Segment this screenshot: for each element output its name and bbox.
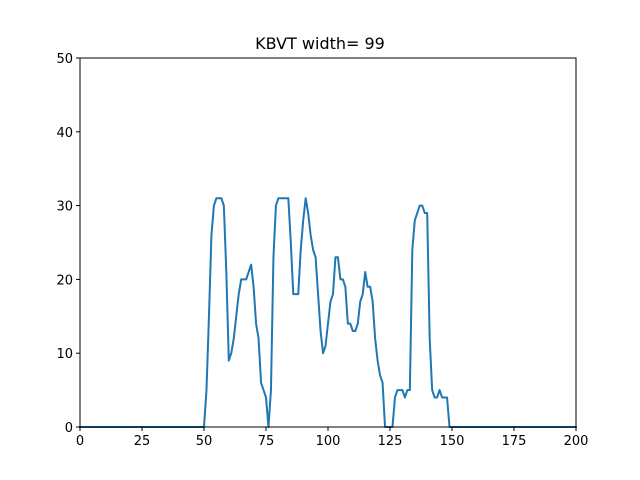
y-tick-label: 40 [56,126,73,141]
y-tick-label: 0 [65,421,73,436]
x-tick-label: 0 [76,434,84,449]
x-tick-label: 75 [258,434,275,449]
x-tick-label: 25 [134,434,151,449]
x-tick-label: 50 [196,434,213,449]
y-tick-label: 50 [56,52,73,67]
plot-area [79,197,577,428]
y-tick-label: 30 [56,200,73,215]
x-tick-label: 150 [440,434,465,449]
x-tick-label: 200 [564,434,589,449]
x-axis: 0 25 50 75 100 125 150 175 200 [76,427,589,449]
x-tick-label: 100 [316,434,341,449]
series-line [79,197,577,428]
y-tick-label: 20 [56,273,73,288]
chart-title: KBVT width= 99 [255,34,385,53]
x-tick-label: 125 [378,434,403,449]
x-tick-label: 175 [502,434,527,449]
axes-frame [79,57,577,428]
y-tick-label: 10 [56,347,73,362]
y-axis: 0 10 20 30 40 50 [56,52,80,436]
